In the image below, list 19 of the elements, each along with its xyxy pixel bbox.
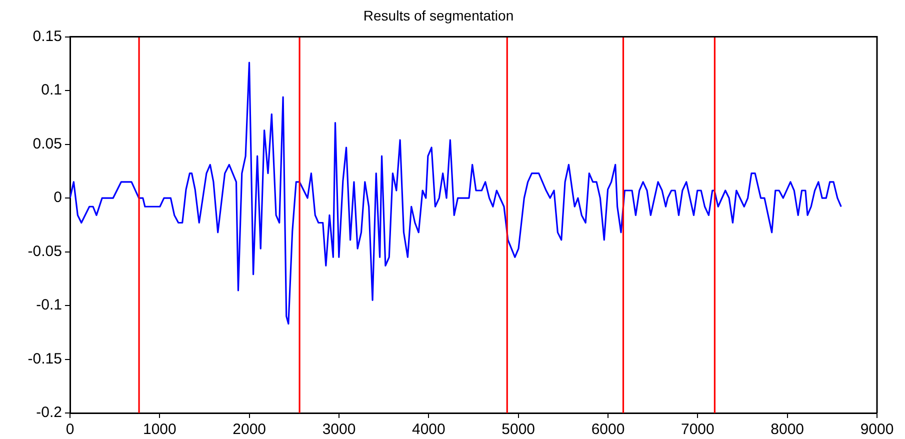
y-tick-label: -0.2 — [36, 404, 62, 422]
x-tick-label: 7000 — [680, 421, 714, 438]
y-tick-label: 0.1 — [41, 82, 62, 99]
x-tick-label: 5000 — [502, 421, 536, 438]
x-tick-label: 9000 — [860, 421, 894, 438]
y-tick-label: -0.05 — [28, 242, 62, 260]
x-tick-label: 2000 — [232, 421, 266, 438]
x-tick-label: 3000 — [322, 421, 356, 438]
x-tick-label: 8000 — [770, 421, 804, 438]
x-tick-label: 0 — [66, 421, 74, 438]
y-tick-label: -0.1 — [36, 296, 62, 314]
y-tick-label: 0 — [54, 189, 62, 206]
y-tick-label: 0.05 — [32, 135, 62, 152]
y-tick-label: 0.15 — [32, 28, 62, 45]
x-tick-label: 4000 — [412, 421, 446, 438]
x-tick-label: 1000 — [142, 421, 176, 438]
chart-title: Results of segmentation — [363, 7, 514, 24]
x-tick-label: 6000 — [591, 421, 625, 438]
y-tick-label: -0.15 — [28, 350, 62, 368]
